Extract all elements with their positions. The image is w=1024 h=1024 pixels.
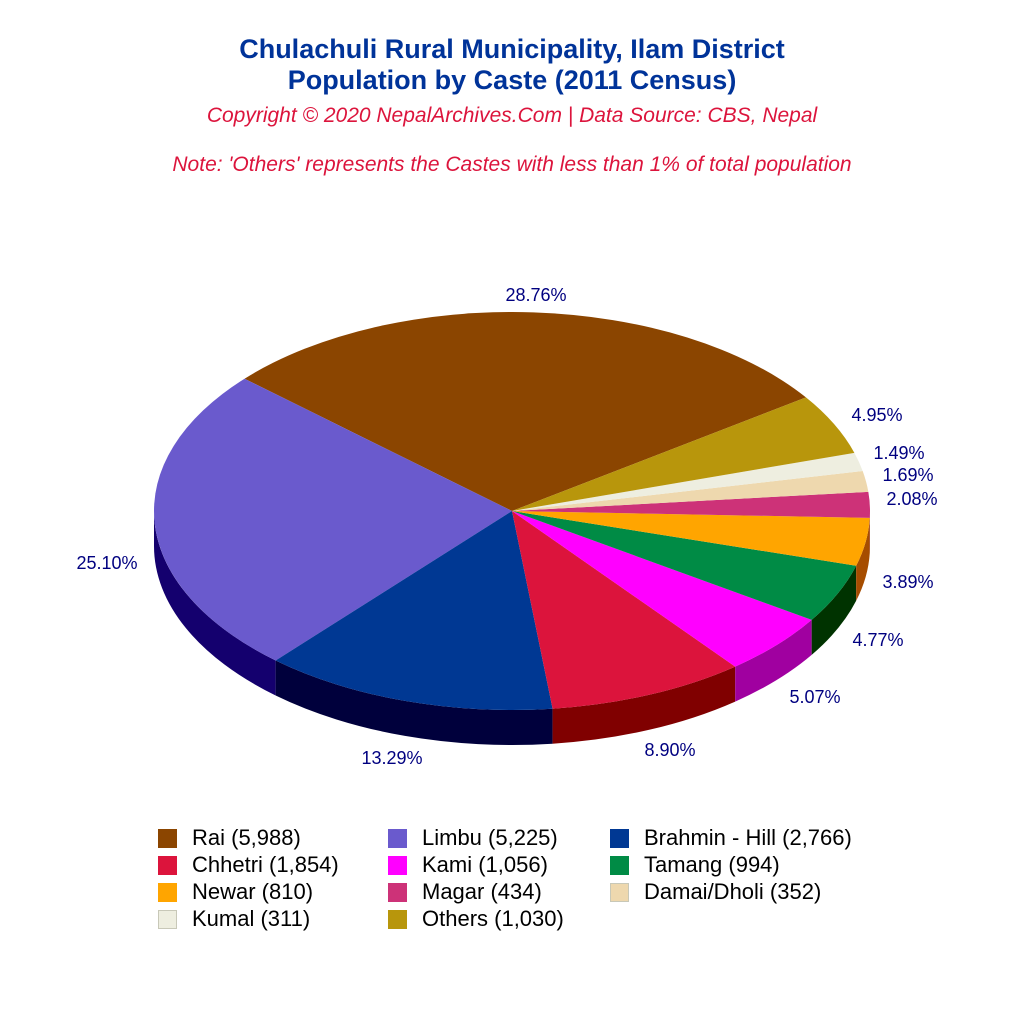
pie-percent-labels: 28.76% 25.10% 13.29% 8.90% 5.07% 4.77% 3.89% 2.… (76, 285, 937, 768)
legend-label: Newar (810) (192, 879, 314, 904)
chart-title-line2: Population by Caste (2011 Census) (287, 65, 737, 95)
legend-item-others: Others (1,030) (388, 905, 564, 933)
copyright-text: Copyright © 2020 NepalArchives.Com | Dat… (206, 104, 818, 127)
pie-slice-kumal (512, 452, 863, 511)
pie-slices (153, 312, 870, 710)
percent-label-damai-dholi: 1.69% (882, 465, 933, 485)
percent-label-kami: 5.07% (789, 687, 840, 707)
legend-item-magar: Magar (434) (388, 878, 542, 906)
percent-label-tamang: 4.77% (852, 630, 903, 650)
pie-slice-limbu (153, 378, 512, 661)
legend-swatch-icon (610, 828, 629, 848)
pie-slice-kami (512, 511, 812, 667)
legend-label: Kami (1,056) (422, 852, 548, 877)
percent-label-kumal: 1.49% (873, 443, 924, 463)
legend-label: Others (1,030) (422, 906, 564, 931)
pie-side-limbu (154, 511, 276, 696)
pie-side-walls (154, 511, 870, 745)
legend-label: Damai/Dholi (352) (644, 879, 822, 904)
percent-label-limbu: 25.10% (76, 553, 137, 573)
pie-slice-tamang (512, 511, 857, 620)
pie-slice-chhetri (512, 511, 736, 709)
pie-slice-damai-dholi (512, 470, 869, 511)
legend-item-damai-dholi: Damai/Dholi (352) (610, 878, 821, 906)
legend-item-newar: Newar (810) (158, 878, 313, 906)
legend-swatch-icon (158, 909, 177, 929)
legend-swatch-icon (158, 828, 177, 848)
percent-label-chhetri: 8.90% (644, 740, 695, 760)
percent-label-rai: 28.76% (505, 285, 566, 305)
legend-swatch-icon (610, 855, 629, 875)
legend-label: Kumal (311) (192, 906, 311, 931)
pie-slice-others (512, 397, 855, 511)
percent-label-newar: 3.89% (882, 572, 933, 592)
legend-swatch-icon (388, 828, 407, 848)
legend-swatch-icon (610, 882, 629, 902)
pie-side-tamang (811, 565, 857, 655)
percent-label-magar: 2.08% (886, 489, 937, 509)
legend-swatch-icon (388, 882, 407, 902)
legend-label: Chhetri (1,854) (192, 852, 339, 877)
pie-slice-rai (244, 312, 806, 511)
legend-swatch-icon (388, 909, 407, 929)
legend-label: Limbu (5,225) (422, 825, 558, 850)
legend-label: Magar (434) (422, 879, 542, 904)
chart-title-line1: Chulachuli Rural Municipality, Ilam Dist… (239, 34, 785, 64)
pie-side-kami (735, 619, 812, 702)
legend-item-chhetri: Chhetri (1,854) (158, 851, 339, 879)
note-text: Note: 'Others' represents the Castes wit… (172, 153, 852, 176)
legend-item-limbu: Limbu (5,225) (388, 824, 558, 852)
legend-swatch-icon (158, 855, 177, 875)
pie-slice-magar (512, 491, 870, 518)
pie-slice-newar (512, 511, 870, 566)
pie-slice-brahmin-hill (275, 511, 553, 710)
legend-item-kami: Kami (1,056) (388, 851, 548, 879)
legend-label: Brahmin - Hill (2,766) (644, 825, 852, 850)
pie-side-chhetri (552, 666, 736, 744)
legend-item-kumal: Kumal (311) (158, 905, 310, 933)
legend-item-tamang: Tamang (994) (610, 851, 780, 879)
legend-label: Rai (5,988) (192, 825, 301, 850)
percent-label-others: 4.95% (851, 405, 902, 425)
legend-label: Tamang (994) (644, 852, 780, 877)
legend-swatch-icon (158, 882, 177, 902)
pie-side-newar (856, 517, 870, 601)
legend-item-brahmin-hill: Brahmin - Hill (2,766) (610, 824, 852, 852)
pie-side-brahmin-hill (275, 660, 553, 745)
legend-item-rai: Rai (5,988) (158, 824, 301, 852)
legend-swatch-icon (388, 855, 407, 875)
percent-label-brahmin-hill: 13.29% (361, 748, 422, 768)
